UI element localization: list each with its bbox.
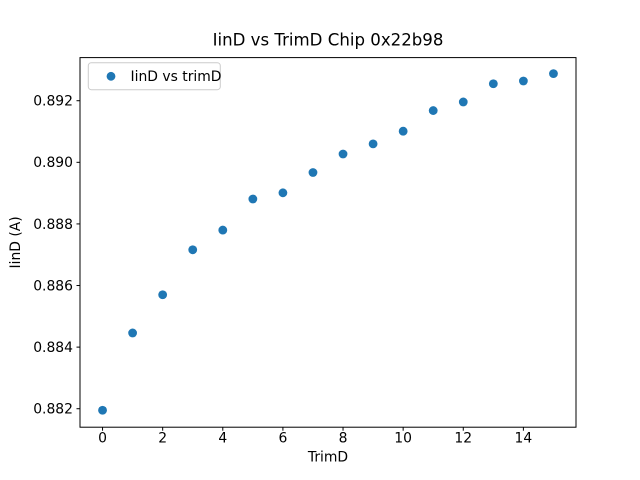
y-tick-label: 0.890 <box>33 155 73 171</box>
x-tick-label: 0 <box>98 430 107 446</box>
data-point <box>368 139 378 149</box>
x-axis-ticks: 0 2 4 6 8 10 12 14 <box>98 427 532 446</box>
y-tick-label: 0.888 <box>33 217 73 233</box>
y-tick-label: 0.884 <box>33 340 73 356</box>
legend-marker-icon <box>106 71 116 81</box>
data-point <box>338 149 348 159</box>
y-axis-label: IinD (A) <box>8 216 24 268</box>
x-tick-label: 4 <box>218 430 227 446</box>
data-point <box>218 225 228 235</box>
data-point <box>518 76 528 86</box>
data-point <box>128 328 138 338</box>
chart-title: IinD vs TrimD Chip 0x22b98 <box>213 31 444 50</box>
x-tick-label: 6 <box>278 430 287 446</box>
legend-box <box>87 62 221 91</box>
x-tick-label: 8 <box>339 430 348 446</box>
data-point <box>278 188 288 198</box>
x-tick-label: 10 <box>394 430 412 446</box>
legend-label: IinD vs trimD <box>131 69 222 85</box>
data-point <box>428 106 438 115</box>
x-tick-label: 14 <box>515 430 533 446</box>
x-tick-label: 12 <box>454 430 472 446</box>
x-tick-label: 2 <box>158 430 167 446</box>
data-points <box>98 69 558 415</box>
y-tick-label: 0.882 <box>33 402 73 418</box>
axes-frame <box>79 57 577 428</box>
x-axis-label: TrimD <box>307 450 348 466</box>
data-point <box>188 245 198 255</box>
legend: IinD vs trimD <box>87 62 222 91</box>
data-point <box>549 69 558 79</box>
data-point <box>488 79 498 89</box>
data-point <box>158 290 168 300</box>
y-tick-label: 0.892 <box>33 94 73 110</box>
data-point <box>398 126 408 136</box>
data-point <box>458 97 468 107</box>
data-point <box>248 194 258 204</box>
data-point <box>308 168 318 177</box>
data-point <box>98 405 107 415</box>
y-axis-ticks: 0.882 0.884 0.886 0.888 0.890 0.892 <box>33 94 80 418</box>
y-tick-label: 0.886 <box>33 278 73 294</box>
